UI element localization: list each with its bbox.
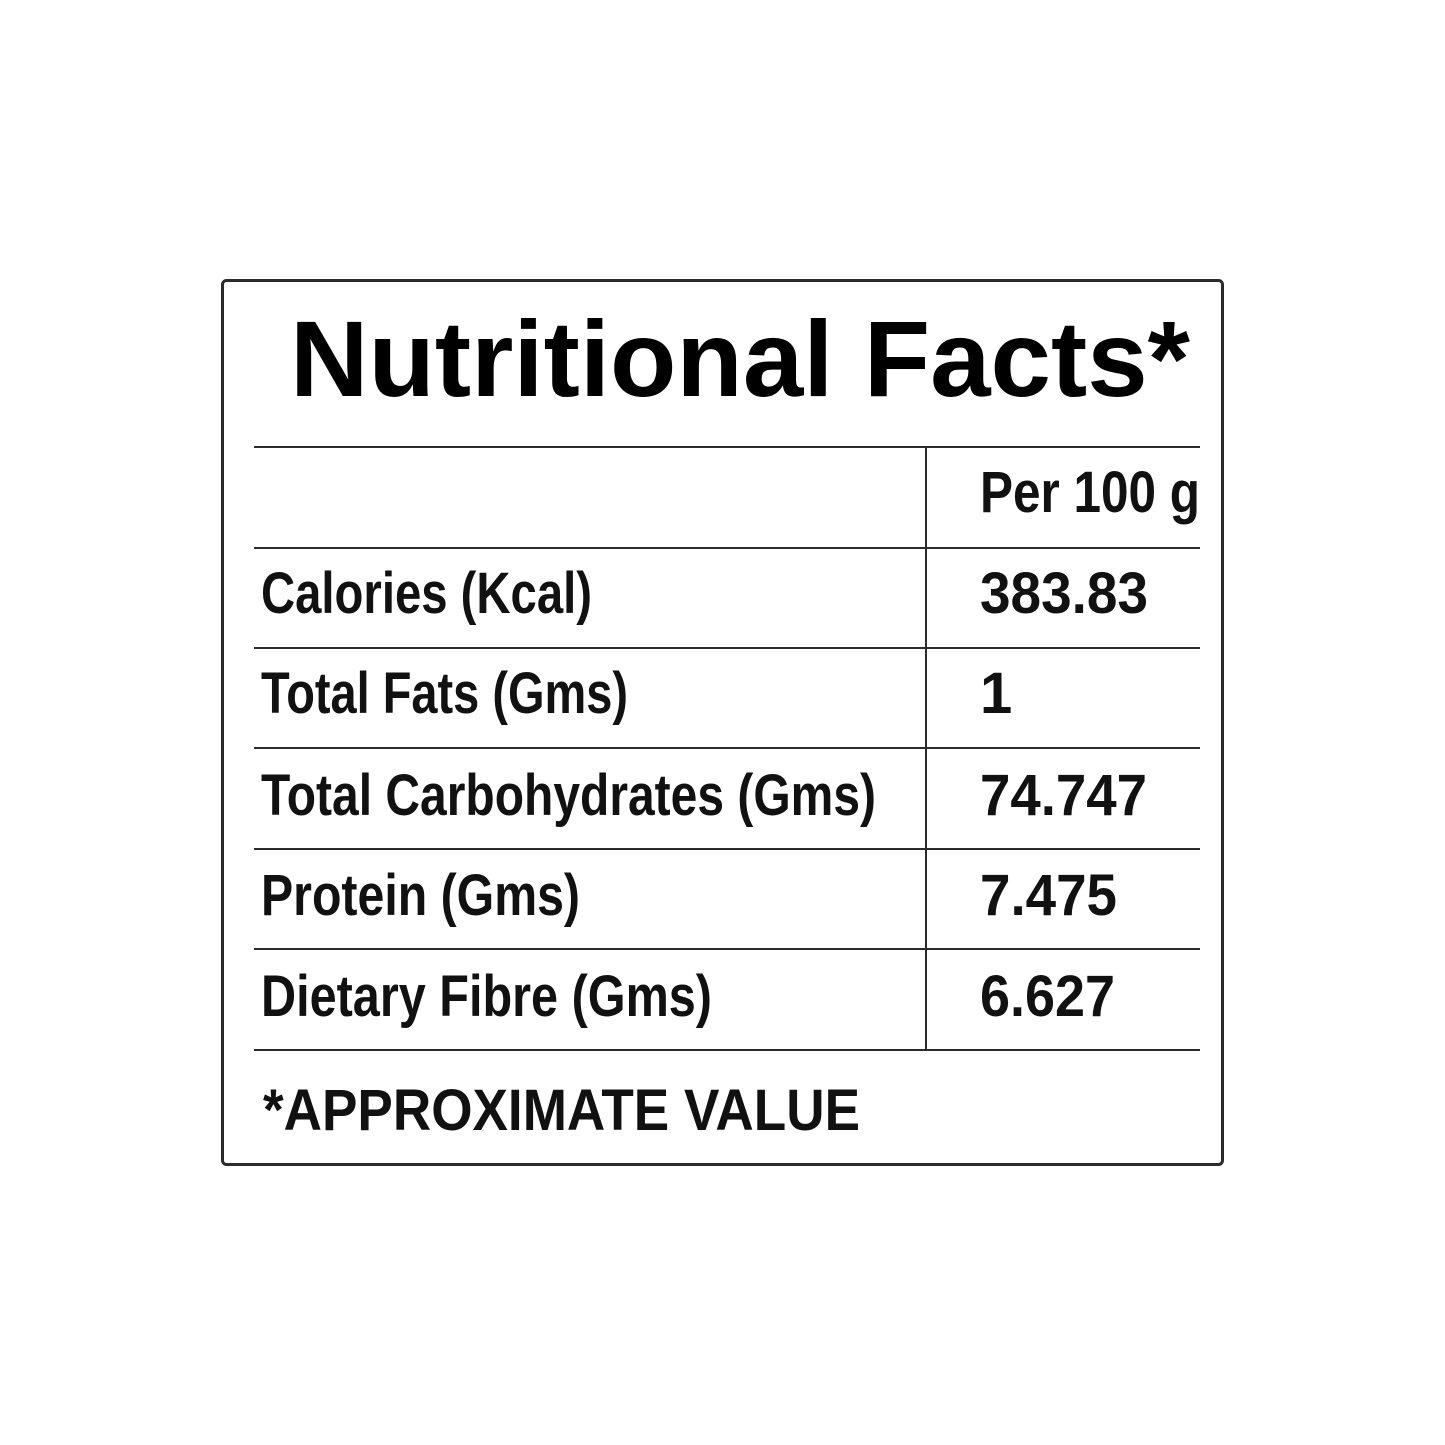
nutrient-name: Calories (Kcal) (261, 561, 592, 626)
nutrient-value: 1 (980, 661, 1012, 726)
nutrient-name: Total Carbohydrates (Gms) (261, 763, 876, 828)
nutrient-value: 7.475 (980, 863, 1117, 928)
nutrient-value: 6.627 (980, 964, 1115, 1029)
column-header: Per 100 g (980, 460, 1200, 525)
nutrient-name: Protein (Gms) (261, 863, 580, 928)
table-row: Dietary Fibre (Gms) 6.627 (261, 964, 1115, 1029)
table-row: Calories (Kcal) 383.83 (261, 561, 1148, 626)
table-grid (254, 446, 1200, 1051)
nutrient-name: Dietary Fibre (Gms) (261, 964, 712, 1029)
nutrient-name: Total Fats (Gms) (261, 661, 628, 726)
label-title: Nutritional Facts* (290, 298, 1190, 419)
table-row: Total Carbohydrates (Gms) 74.747 (261, 763, 1147, 828)
label-border (221, 279, 1224, 1166)
nutrient-value: 74.747 (980, 763, 1147, 828)
nutrient-value: 383.83 (980, 561, 1148, 626)
table-row: Protein (Gms) 7.475 (261, 863, 1117, 928)
table-row: Total Fats (Gms) 1 (261, 661, 1012, 726)
footnote: *APPROXIMATE VALUE (263, 1078, 860, 1143)
